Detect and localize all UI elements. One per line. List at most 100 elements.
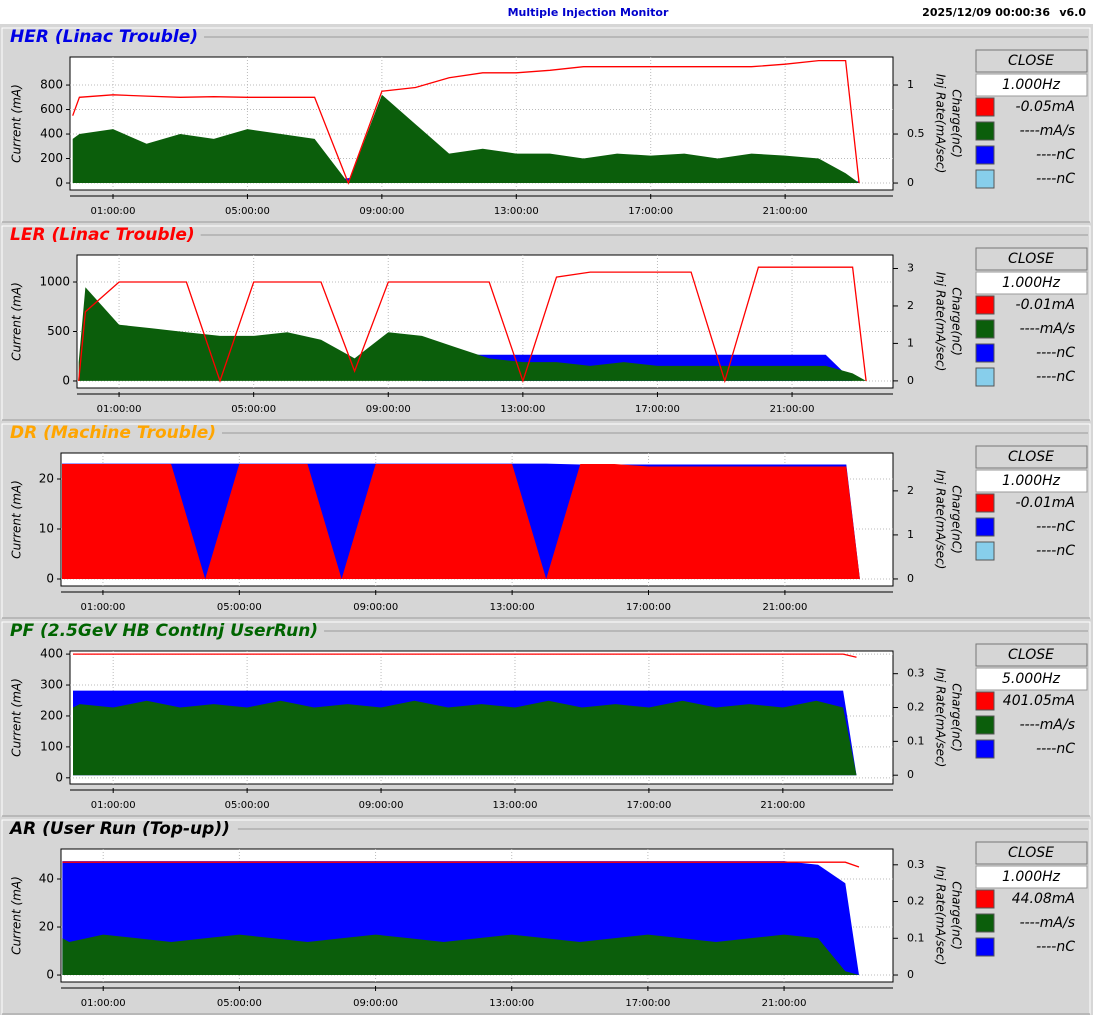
rate-box [975,73,1088,97]
legend-swatch [975,97,995,117]
panel: HER (Linac Trouble) 01:00:00 05:00:00 09:00… [1,27,1091,223]
y2-tick-label: 0.2 [907,701,925,714]
x-tick-label: 05:00:00 [217,998,262,1009]
series-layer [62,861,860,976]
rate-box [975,865,1088,889]
y-axis-title: Current (mA) [10,282,24,361]
legend-swatch [975,715,995,735]
panel: PF (2.5GeV HB ContInj UserRun)01:00:00 05… [1,621,1091,817]
x-tick-label: 21:00:00 [762,998,807,1009]
y2-tick-label: 0.2 [907,895,925,908]
close-button-face[interactable] [975,445,1088,469]
close-button-face[interactable] [975,49,1088,73]
y2-axis-title: Charge(nC) [950,89,964,158]
legend-label: ----nC [1036,147,1075,163]
rate-box [975,667,1088,691]
x-tick-label: 05:00:00 [225,800,270,811]
close-button-label[interactable]: CLOSE [1008,53,1054,69]
close-button-label[interactable]: CLOSE [1008,845,1054,861]
legend-label: ----nC [1036,171,1075,187]
panel-title: DR (Machine Trouble) [10,423,216,443]
close-button-face[interactable] [975,247,1088,271]
legend-swatch [975,913,995,933]
series-area [78,287,867,381]
rate-label: 5.000Hz [1002,671,1061,687]
timestamp: 2025/12/09 00:00:36 [922,6,1050,19]
x-tick-label: 01:00:00 [81,998,126,1009]
close-button-label[interactable]: CLOSE [1008,647,1054,663]
close-button-label[interactable]: CLOSE [1008,449,1054,465]
y2-axis-title: Inj Rate(mA/sec) [934,272,948,372]
legend-label: ----nC [1036,519,1075,535]
y-tick-label: 0 [46,968,54,982]
x-tick-label: 17:00:00 [626,800,671,811]
x-tick-label: 09:00:00 [353,998,398,1009]
panel-title: LER (Linac Trouble) [10,225,195,245]
y2-tick-label: 0 [907,572,914,585]
legend-swatch [975,169,995,189]
legend-swatch [975,517,995,537]
x-tick-label: 01:00:00 [80,602,125,613]
y-tick-label: 200 [40,151,63,165]
x-tick-label: 21:00:00 [763,206,808,217]
series-line [73,653,857,658]
x-tick-label: 21:00:00 [770,404,815,415]
legend-swatch [975,739,995,759]
legend-swatch [975,937,995,957]
series-area [62,934,859,976]
x-tick-label: 13:00:00 [500,404,545,415]
y-tick-label: 10 [39,522,54,536]
y2-tick-label: 2 [907,484,914,497]
panel-title: HER (Linac Trouble) [10,27,198,47]
y2-axis-title: Charge(nC) [950,287,964,356]
legend-label: -0.01mA [1016,297,1075,313]
rate-label: 1.000Hz [1002,275,1061,291]
legend-swatch [975,493,995,513]
close-button-face[interactable] [975,841,1088,865]
rate-label: 1.000Hz [1002,473,1061,489]
legend-label: ----nC [1036,741,1075,757]
x-tick-label: 17:00:00 [635,404,680,415]
legend-label: ----nC [1036,939,1075,955]
close-button[interactable]: CLOSE [975,247,1088,271]
close-button[interactable]: CLOSE [975,49,1088,73]
series-layer [72,59,860,185]
y2-tick-label: 1 [907,336,914,349]
series-area [62,464,860,579]
y2-tick-label: 0.3 [907,667,925,680]
legend-label: -0.05mA [1016,99,1075,115]
rate-label: 1.000Hz [1002,77,1061,93]
y2-tick-label: 0 [907,768,914,781]
x-tick-label: 21:00:00 [760,800,805,811]
legend-swatch [975,889,995,909]
series-layer [73,653,857,776]
y2-tick-label: 0 [907,374,914,387]
panel: DR (Machine Trouble) 01:00:00 05:00:00 09:0… [1,423,1091,619]
y-tick-label: 200 [40,708,63,722]
y-tick-label: 20 [39,920,54,934]
y-tick-label: 800 [40,78,63,92]
y-tick-label: 0 [55,176,63,190]
legend-label: 401.05mA [1003,693,1075,709]
y2-axis-title: Inj Rate(mA/sec) [934,866,948,966]
x-tick-label: 09:00:00 [359,206,404,217]
series-layer [78,266,867,384]
y-tick-label: 0 [46,572,54,586]
close-button[interactable]: CLOSE [975,445,1088,469]
x-tick-label: 09:00:00 [353,602,398,613]
panel: LER (Linac Trouble) 01:00:00 05:00:00 09:00… [1,225,1091,421]
x-tick-label: 05:00:00 [225,206,270,217]
close-button[interactable]: CLOSE [975,643,1088,667]
legend-label: ----mA/s [1020,915,1075,931]
y2-tick-label: 0.3 [907,858,925,871]
series-line [62,861,860,868]
y-tick-label: 500 [47,324,70,338]
legend-swatch [975,343,995,363]
legend-swatch [975,691,995,711]
panel: AR (User Run (Top-up)) 01:00:00 05:00:00 09… [1,819,1091,1015]
close-button-label[interactable]: CLOSE [1008,251,1054,267]
close-button[interactable]: CLOSE [975,841,1088,865]
rate-label: 1.000Hz [1002,869,1061,885]
close-button-face[interactable] [975,643,1088,667]
